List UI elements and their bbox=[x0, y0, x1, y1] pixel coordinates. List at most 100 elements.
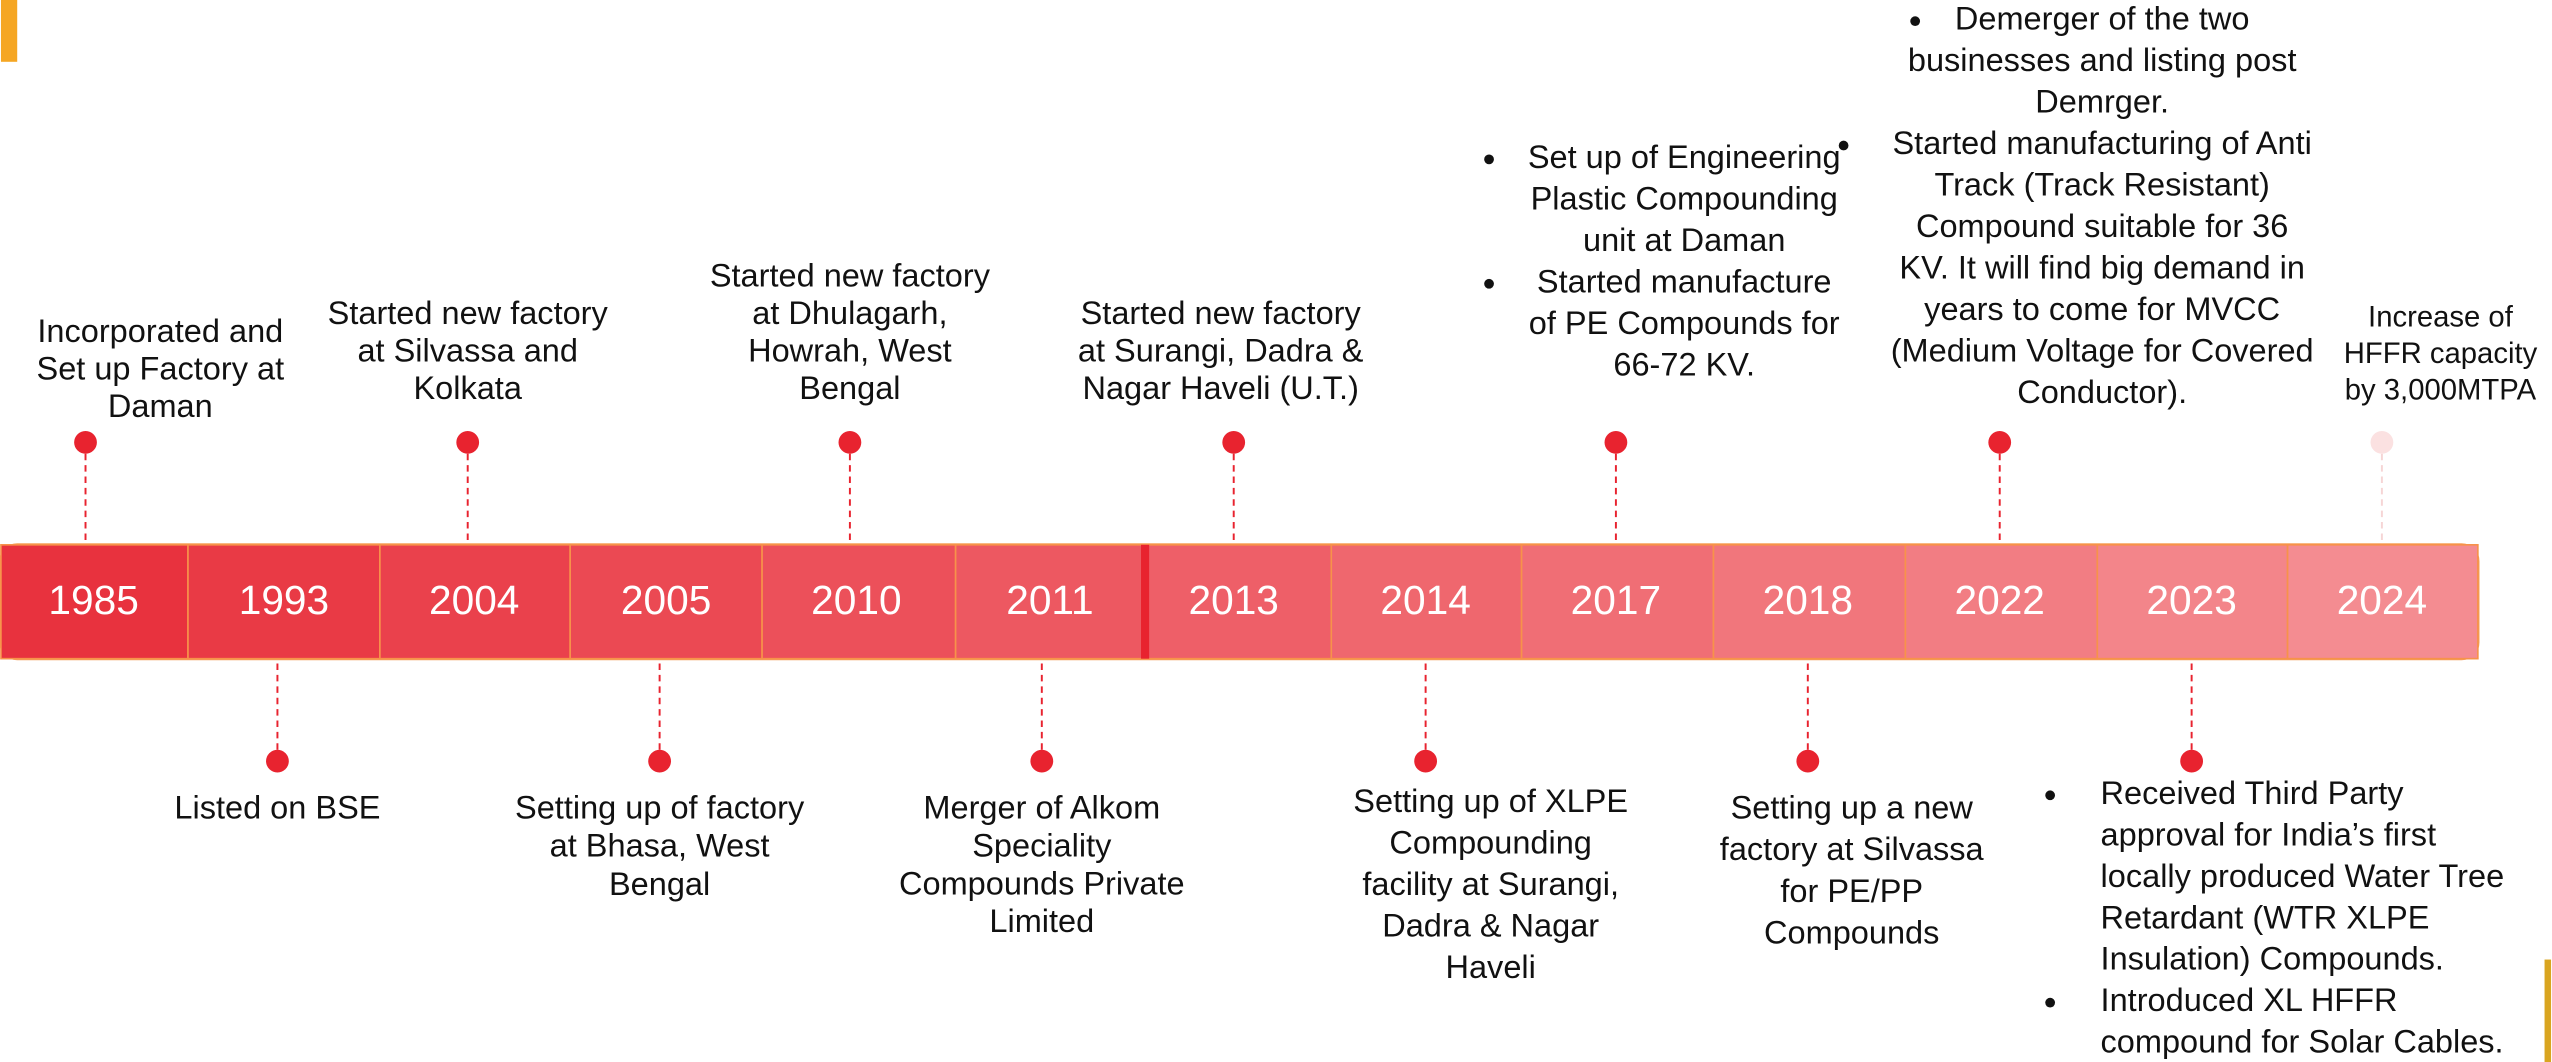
bullet bbox=[1484, 154, 1494, 165]
year-label: 2010 bbox=[811, 577, 901, 623]
bullet bbox=[2045, 997, 2056, 1008]
event-text: at Silvassa and bbox=[357, 333, 578, 369]
year-label: 2004 bbox=[429, 577, 519, 623]
corner-accent bbox=[0, 0, 18, 62]
year-label: 2018 bbox=[1763, 577, 1853, 623]
bullet bbox=[1838, 140, 1849, 151]
event-dot bbox=[1988, 430, 2012, 454]
event-dot bbox=[74, 430, 97, 454]
year-label: 2011 bbox=[1006, 577, 1093, 623]
event-dot bbox=[456, 430, 480, 454]
event-dot bbox=[2370, 430, 2394, 454]
event-text: Setting up of XLPE bbox=[1353, 783, 1628, 819]
event-text: Setting up a new bbox=[1731, 790, 1974, 826]
event-text: Speciality bbox=[972, 827, 1112, 863]
event-text: unit at Daman bbox=[1583, 222, 1785, 258]
year-segment bbox=[569, 544, 763, 660]
event-text: at Surangi, Dadra & bbox=[1078, 333, 1364, 369]
event-text: compound for Solar Cables. bbox=[2101, 1024, 2504, 1060]
event-text: Started manufacture bbox=[1537, 263, 1832, 299]
event-text: Bengal bbox=[609, 866, 710, 902]
event-text: 66-72 KV. bbox=[1613, 346, 1755, 382]
year-segment bbox=[761, 544, 957, 660]
event-text: Merger of Alkom bbox=[923, 790, 1160, 826]
event-text: businesses and listing post bbox=[1908, 42, 2297, 78]
divider bbox=[1141, 544, 1150, 659]
bullet bbox=[2045, 790, 2056, 801]
year-label: 1985 bbox=[48, 577, 138, 623]
event-dot bbox=[1414, 749, 1438, 773]
event-text: Daman bbox=[108, 388, 213, 424]
event-text: by 3,000MTPA bbox=[2345, 375, 2537, 407]
event-text: Compounds bbox=[1764, 914, 1939, 950]
event-text: at Dhulagarh, bbox=[752, 295, 947, 331]
year-segment bbox=[187, 544, 381, 660]
event-text: facility at Surangi, bbox=[1362, 866, 1619, 902]
event-text: Started new factory bbox=[1081, 295, 1362, 331]
event-text: Introduced XL HFFR bbox=[2101, 982, 2398, 1018]
event-text: Plastic Compounding bbox=[1531, 180, 1838, 216]
event-text: locally produced Water Tree bbox=[2101, 858, 2505, 894]
event-text: factory at Silvassa bbox=[1720, 831, 1985, 867]
year-segment bbox=[1712, 544, 1907, 660]
event-text: KV. It will find big demand in bbox=[1899, 250, 2304, 286]
event-text: for PE/PP bbox=[1780, 873, 1923, 909]
event-text: Bengal bbox=[799, 370, 900, 406]
event-dot bbox=[266, 749, 289, 773]
year-segment bbox=[954, 544, 1146, 660]
event-dot bbox=[648, 749, 672, 773]
event-text: Started manufacturing of Anti bbox=[1893, 125, 2312, 161]
event-text: Started new factory bbox=[710, 258, 991, 294]
year-label: 2013 bbox=[1189, 577, 1279, 623]
event-text: years to come for MVCC bbox=[1924, 291, 2280, 327]
event-text: Retardant (WTR XLPE bbox=[2101, 899, 2430, 935]
event-text: Increase of bbox=[2368, 301, 2514, 333]
event-text: Compounds Private bbox=[899, 865, 1185, 901]
bullet bbox=[1910, 16, 1921, 27]
year-segment bbox=[1904, 544, 2099, 660]
event-text: Set up Factory at bbox=[37, 350, 285, 386]
event-text: Demrger. bbox=[2035, 84, 2169, 120]
event-dot bbox=[1604, 430, 1628, 454]
event-text: of PE Compounds for bbox=[1529, 305, 1840, 341]
year-label: 2022 bbox=[1955, 577, 2045, 623]
event-text: Started new factory bbox=[328, 295, 609, 331]
year-segment bbox=[0, 544, 189, 660]
event-text: Haveli bbox=[1445, 949, 1535, 985]
event-text: approval for India’s first bbox=[2101, 816, 2437, 852]
event-text: Compounding bbox=[1389, 824, 1591, 860]
event-dot bbox=[1030, 749, 1054, 773]
year-label: 2024 bbox=[2337, 577, 2427, 623]
event-text: Limited bbox=[989, 903, 1094, 939]
event-text: HFFR capacity bbox=[2344, 338, 2538, 370]
event-text: Set up of Engineering bbox=[1528, 139, 1841, 175]
year-label: 2014 bbox=[1380, 577, 1470, 623]
event-text: at Bhasa, West bbox=[550, 828, 770, 864]
event-text: Listed on BSE bbox=[174, 790, 380, 826]
year-segment bbox=[2096, 544, 2289, 660]
event-text: Demerger of the two bbox=[1955, 1, 2250, 37]
year-segment bbox=[1520, 544, 1715, 660]
event-text: Incorporated and bbox=[37, 313, 283, 349]
event-dot bbox=[1222, 430, 1246, 454]
event-dot bbox=[2180, 749, 2204, 773]
event-dot bbox=[1796, 749, 1820, 773]
event-text: Setting up of factory bbox=[515, 790, 805, 826]
event-text: (Medium Voltage for Covered bbox=[1891, 333, 2314, 369]
edge-accent bbox=[2544, 959, 2552, 1062]
event-text: Conductor). bbox=[2017, 374, 2187, 410]
event-text: Kolkata bbox=[413, 370, 522, 406]
year-label: 1993 bbox=[239, 577, 329, 623]
event-text: Received Third Party bbox=[2101, 775, 2405, 811]
bullet bbox=[1484, 278, 1494, 289]
year-segment bbox=[2286, 544, 2479, 660]
event-text: Track (Track Resistant) bbox=[1934, 167, 2269, 203]
year-label: 2005 bbox=[621, 577, 711, 623]
event-text: Howrah, West bbox=[748, 333, 952, 369]
event-text: Nagar Haveli (U.T.) bbox=[1082, 370, 1358, 406]
year-segment bbox=[1330, 544, 1523, 660]
year-label: 2023 bbox=[2146, 577, 2236, 623]
event-dot bbox=[838, 430, 862, 454]
event-text: Compound suitable for 36 bbox=[1916, 208, 2288, 244]
